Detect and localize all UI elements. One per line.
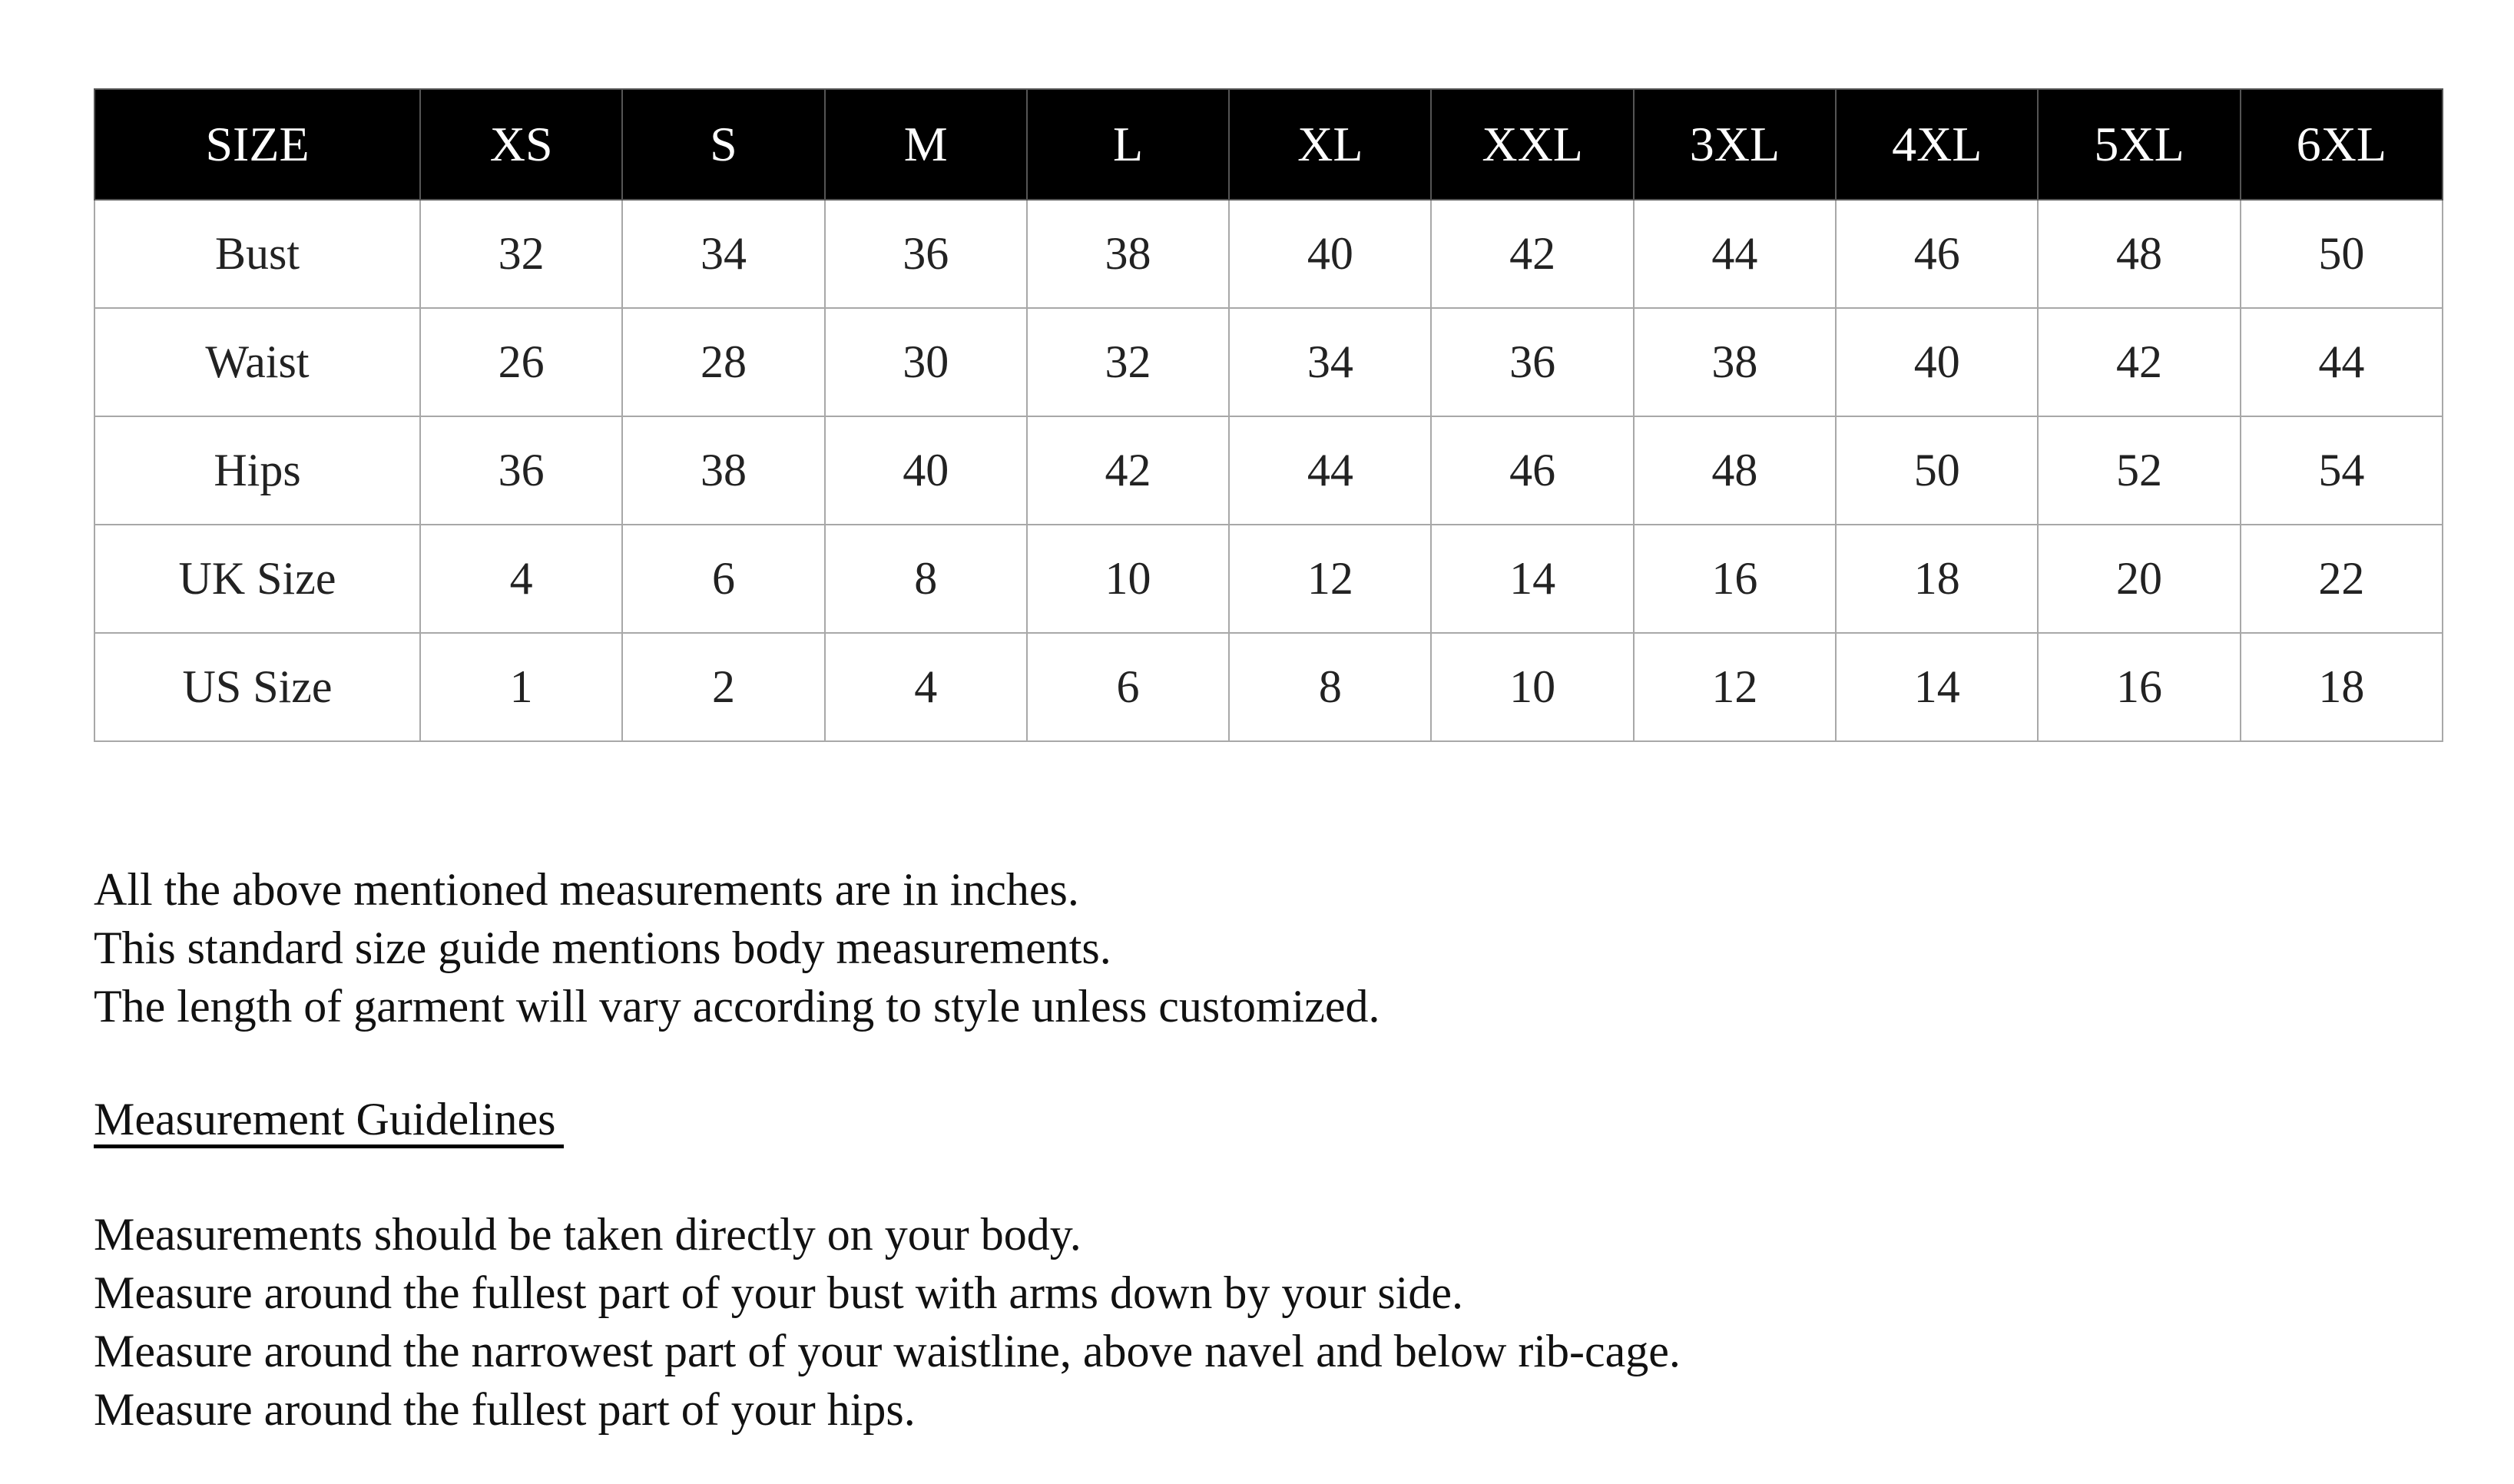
- table-cell: 54: [2239, 416, 2444, 525]
- table-cell: 18: [1835, 524, 2039, 634]
- table-cell: 28: [621, 307, 826, 417]
- row-label: Bust: [94, 199, 421, 309]
- table-cell: 16: [1632, 524, 1837, 634]
- table-cell: 32: [1025, 307, 1231, 417]
- table-cell: 30: [823, 307, 1028, 417]
- table-row: US Size 1 2 4 6 8 10 12 14 16 18: [94, 632, 2444, 742]
- table-cell: 18: [2239, 632, 2444, 742]
- table-cell: 14: [1835, 632, 2039, 742]
- table-cell: 34: [1228, 307, 1433, 417]
- table-cell: 46: [1430, 416, 1635, 525]
- row-label: UK Size: [94, 524, 421, 634]
- guidelines-heading: Measurement Guidelines: [94, 1094, 564, 1148]
- row-label: Waist: [94, 307, 421, 417]
- header-cell: XL: [1228, 88, 1433, 200]
- table-cell: 32: [419, 199, 624, 309]
- header-cell: L: [1025, 88, 1231, 200]
- table-cell: 1: [419, 632, 624, 742]
- table-cell: 50: [2239, 199, 2444, 309]
- table-cell: 40: [1835, 307, 2039, 417]
- row-label: US Size: [94, 632, 421, 742]
- guideline-line: Measure around the fullest part of your …: [94, 1267, 1463, 1318]
- table-cell: 14: [1430, 524, 1635, 634]
- table-cell: 40: [823, 416, 1028, 525]
- header-cell: M: [823, 88, 1028, 200]
- table-cell: 42: [1025, 416, 1231, 525]
- table-cell: 26: [419, 307, 624, 417]
- table-cell: 36: [419, 416, 624, 525]
- header-cell: 6XL: [2239, 88, 2444, 200]
- header-cell: 4XL: [1835, 88, 2039, 200]
- table-cell: 46: [1835, 199, 2039, 309]
- header-cell: 5XL: [2037, 88, 2241, 200]
- row-label: Hips: [94, 416, 421, 525]
- table-cell: 12: [1228, 524, 1433, 634]
- table-cell: 20: [2037, 524, 2241, 634]
- table-cell: 38: [1632, 307, 1837, 417]
- header-cell: XS: [419, 88, 624, 200]
- table-cell: 36: [823, 199, 1028, 309]
- table-row: Bust 32 34 36 38 40 42 44 46 48 50: [94, 199, 2444, 309]
- table-cell: 48: [1632, 416, 1837, 525]
- table-cell: 6: [621, 524, 826, 634]
- table-cell: 42: [1430, 199, 1635, 309]
- table-cell: 44: [1632, 199, 1837, 309]
- note-line: This standard size guide mentions body m…: [94, 923, 1111, 973]
- table-cell: 8: [1228, 632, 1433, 742]
- note-line: All the above mentioned measurements are…: [94, 864, 1079, 915]
- table-cell: 52: [2037, 416, 2241, 525]
- table-row: Hips 36 38 40 42 44 46 48 50 52 54: [94, 416, 2444, 525]
- note-line: The length of garment will vary accordin…: [94, 981, 1380, 1032]
- table-cell: 38: [1025, 199, 1231, 309]
- table-cell: 10: [1430, 632, 1635, 742]
- table-cell: 50: [1835, 416, 2039, 525]
- table-row: Waist 26 28 30 32 34 36 38 40 42 44: [94, 307, 2444, 417]
- table-cell: 4: [823, 632, 1028, 742]
- table-cell: 36: [1430, 307, 1635, 417]
- header-cell: S: [621, 88, 826, 200]
- table-cell: 2: [621, 632, 826, 742]
- table-cell: 44: [1228, 416, 1433, 525]
- table-cell: 42: [2037, 307, 2241, 417]
- guideline-line: Measure around the fullest part of your …: [94, 1384, 916, 1435]
- header-cell: 3XL: [1632, 88, 1837, 200]
- header-cell: SIZE: [94, 88, 421, 200]
- table-cell: 22: [2239, 524, 2444, 634]
- table-cell: 38: [621, 416, 826, 525]
- table-cell: 40: [1228, 199, 1433, 309]
- table-cell: 34: [621, 199, 826, 309]
- table-cell: 4: [419, 524, 624, 634]
- table-cell: 12: [1632, 632, 1837, 742]
- table-header-row: SIZE XS S M L XL XXL 3XL 4XL 5XL 6XL: [94, 88, 2444, 200]
- table-row: UK Size 4 6 8 10 12 14 16 18 20 22: [94, 524, 2444, 634]
- table-cell: 10: [1025, 524, 1231, 634]
- table-cell: 44: [2239, 307, 2444, 417]
- table-cell: 48: [2037, 199, 2241, 309]
- notes-section: All the above mentioned measurements are…: [94, 860, 1681, 1439]
- guideline-line: Measure around the narrowest part of you…: [94, 1326, 1681, 1376]
- header-cell: XXL: [1430, 88, 1635, 200]
- table-cell: 6: [1025, 632, 1231, 742]
- table-cell: 16: [2037, 632, 2241, 742]
- guideline-line: Measurements should be taken directly on…: [94, 1209, 1081, 1260]
- size-chart-table: SIZE XS S M L XL XXL 3XL 4XL 5XL 6XL Bust 32 34 36 38 4…: [94, 88, 2444, 742]
- table-cell: 8: [823, 524, 1028, 634]
